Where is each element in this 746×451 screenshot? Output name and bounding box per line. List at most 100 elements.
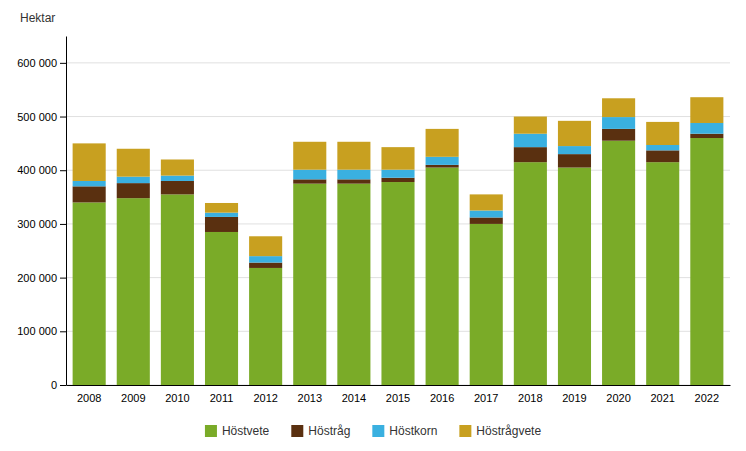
y-tick: 400 000 (17, 164, 66, 176)
bar-segment (646, 145, 679, 150)
bar-segment (514, 134, 547, 147)
y-axis-title: Hektar (20, 11, 55, 25)
bar-segment (470, 224, 503, 385)
x-tick-label: 2011 (210, 392, 234, 404)
x-tick: 2021 (650, 392, 674, 404)
x-tick-label: 2021 (650, 392, 674, 404)
legend-label: Höstråg (308, 424, 350, 438)
bar-segment (205, 232, 238, 385)
bar-segment (381, 182, 414, 385)
x-axis: 2008 2009 2010 2011 2012 2013 2014 2015 2016 2017… (67, 386, 731, 404)
legend-swatch (291, 425, 303, 437)
x-tick-label: 2012 (253, 392, 277, 404)
y-tick-label: 200 000 (17, 272, 57, 284)
x-tick-label: 2014 (342, 392, 366, 404)
bar-segment (558, 146, 591, 154)
x-tick-label: 2017 (474, 392, 498, 404)
bar-segment (249, 256, 282, 262)
x-tick-label: 2015 (386, 392, 410, 404)
legend-label: Höstrågvete (476, 424, 541, 438)
y-tick: 100 000 (17, 325, 66, 337)
bar-segment (602, 98, 635, 117)
x-tick: 2008 (77, 392, 101, 404)
bar-segment (426, 168, 459, 385)
legend: HöstveteHöstrågHöstkornHöstrågvete (205, 424, 541, 438)
x-tick: 2009 (121, 392, 145, 404)
bar-segment (381, 147, 414, 170)
x-tick: 2022 (695, 392, 719, 404)
y-tick: 300 000 (17, 218, 66, 230)
bar-series (73, 138, 724, 385)
chart: 0 100 000 200 000 300 000 400 000 500 000 600 … (0, 0, 746, 451)
x-tick-label: 2016 (430, 392, 454, 404)
bar-series (73, 97, 724, 256)
bar-segment (381, 170, 414, 178)
x-tick-label: 2022 (695, 392, 719, 404)
bar-segment (514, 117, 547, 134)
legend-swatch (205, 425, 217, 437)
y-tick-mark (60, 278, 66, 279)
bar-segment (690, 138, 723, 385)
legend-swatch (372, 425, 384, 437)
x-tick: 2012 (253, 392, 277, 404)
bar-segment (161, 194, 194, 385)
bar-segment (381, 178, 414, 182)
bar-segment (470, 217, 503, 223)
bar-segment (337, 142, 370, 170)
y-tick-mark (60, 63, 66, 64)
legend-item: Höstvete (205, 424, 270, 438)
x-tick: 2018 (518, 392, 542, 404)
bar-segment (690, 134, 723, 138)
x-tick: 2014 (342, 392, 366, 404)
bar-segment (514, 162, 547, 385)
x-tick: 2020 (606, 392, 630, 404)
bar-segment (690, 97, 723, 123)
y-tick-label: 300 000 (17, 218, 57, 230)
x-tick-label: 2013 (298, 392, 322, 404)
bar-segment (558, 121, 591, 146)
bar-segment (470, 211, 503, 218)
bar-series (73, 117, 724, 263)
bar-segment (646, 162, 679, 385)
y-tick: 200 000 (17, 272, 66, 284)
x-tick: 2013 (298, 392, 322, 404)
x-tick: 2017 (474, 392, 498, 404)
bar-segment (161, 176, 194, 181)
bar-segment (337, 184, 370, 385)
bar-segment (514, 147, 547, 162)
legend-label: Höstvete (222, 424, 270, 438)
bar-segment (426, 165, 459, 168)
y-tick-mark (60, 385, 66, 386)
x-tick: 2016 (430, 392, 454, 404)
y-tick-label: 0 (51, 379, 57, 391)
legend-item: Höstrågvete (459, 424, 541, 438)
x-tick-label: 2020 (606, 392, 630, 404)
bar-segment (161, 159, 194, 175)
x-tick-label: 2010 (165, 392, 189, 404)
y-tick: 0 (51, 379, 66, 391)
x-tick-label: 2008 (77, 392, 101, 404)
bar-segment (249, 268, 282, 385)
x-tick: 2011 (210, 392, 234, 404)
y-tick-mark (60, 117, 66, 118)
bar-segment (558, 168, 591, 385)
bar-segment (293, 142, 326, 170)
y-tick-label: 500 000 (17, 111, 57, 123)
y-axis: 0 100 000 200 000 300 000 400 000 500 000 600 … (17, 37, 66, 392)
legend-item: Höstråg (291, 424, 350, 438)
bar-segment (293, 179, 326, 183)
bar-segment (205, 217, 238, 232)
bar-segment (426, 129, 459, 157)
y-axis-line (66, 37, 67, 386)
bar-segment (293, 184, 326, 385)
grid-line (66, 62, 730, 63)
bar-segment (337, 170, 370, 180)
bar-segment (426, 157, 459, 165)
x-tick-label: 2018 (518, 392, 542, 404)
bar-segment (646, 122, 679, 145)
y-tick-mark (60, 331, 66, 332)
x-tick: 2019 (562, 392, 586, 404)
y-tick: 600 000 (17, 57, 66, 69)
y-tick-mark (60, 224, 66, 225)
bar-segment (646, 150, 679, 162)
